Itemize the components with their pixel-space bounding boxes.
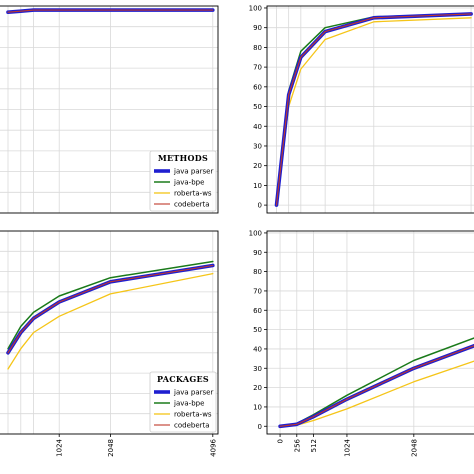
x-tick-label: 512 [310, 439, 318, 452]
x-tick-label: 0 [277, 439, 285, 443]
legend-label-codeberta: codeberta [174, 201, 210, 209]
series-line-codeberta [279, 345, 474, 427]
legend-label-java-bpe: java-bpe [173, 400, 204, 408]
y-tick-label: 90 [253, 24, 262, 32]
y-tick-label: 70 [253, 64, 262, 72]
x-tick-label: 1024 [56, 438, 64, 456]
series-lines [278, 337, 474, 429]
y-tick-label: 0 [258, 202, 262, 210]
series-lines [274, 12, 473, 207]
series-line-codeberta [275, 13, 472, 206]
y-tick-label: 50 [253, 326, 262, 334]
x-tick-label: 256 [293, 438, 301, 452]
series-line-java-bpe [279, 337, 474, 428]
series-line-java-bpe [7, 260, 214, 350]
x-tick-label: 1024 [343, 438, 351, 456]
legend-box [149, 371, 217, 433]
legend-box [149, 150, 217, 212]
y-tick-label: 10 [253, 182, 262, 190]
y-tick-label: 100 [249, 229, 262, 237]
y-tick-label: 50 [253, 103, 262, 111]
legend-label-java-parser: java parser [173, 389, 213, 397]
gridlines [0, 6, 218, 213]
panel-top-left: METHODS java parser java-bpe roberta-ws code… [0, 5, 219, 214]
axes-frame [266, 5, 474, 214]
y-tick-label: 30 [253, 142, 262, 150]
y-tick-label: 30 [253, 365, 262, 373]
axes-frame [0, 5, 219, 214]
legend-label-roberta-ws: roberta-ws [174, 190, 212, 198]
x-tick-label: 4096 [209, 438, 217, 456]
panel-bottom-right: 0 10 20 30 40 50 60 70 80 90 100 0 256 512 1024 2048 [249, 229, 474, 457]
gridlines [267, 6, 474, 213]
legend: METHODS java parser java-bpe roberta-ws code… [149, 150, 217, 212]
y-tick-label: 10 [253, 403, 262, 411]
legend-label-java-bpe: java-bpe [173, 179, 204, 187]
gridlines [267, 231, 474, 434]
y-tick-label: 0 [258, 423, 262, 431]
y-tick-label: 60 [253, 83, 262, 91]
series-lines [6, 260, 215, 370]
series-line-codeberta [7, 264, 214, 354]
series-line-roberta-ws [7, 272, 214, 370]
y-tick-label: 70 [253, 287, 262, 295]
y-tick-label: 100 [249, 4, 262, 12]
axes-frame [266, 230, 474, 435]
legend: PACKAGES java parser java-bpe roberta-ws cod… [149, 371, 217, 433]
panel-bottom-left: 1024 2048 4096 PACKAGES java parser java-bpe r… [0, 230, 219, 457]
series-lines [6, 8, 215, 14]
legend-label-java-parser: java parser [173, 168, 213, 176]
y-tick-label: 60 [253, 307, 262, 315]
x-tick-label: 2048 [107, 439, 115, 457]
y-tick-label: 90 [253, 249, 262, 257]
y-tick-label: 20 [253, 384, 262, 392]
legend-label-roberta-ws: roberta-ws [174, 411, 212, 419]
legend-label-codeberta: codeberta [174, 422, 210, 430]
legend-title: METHODS [158, 153, 208, 163]
axes-frame [0, 230, 219, 435]
y-tick-label: 80 [253, 44, 262, 52]
series-line-codeberta [7, 9, 214, 13]
panel-top-right: 0 10 20 30 40 50 60 70 80 90 100 [249, 4, 474, 214]
y-tick-label: 80 [253, 268, 262, 276]
y-tick-label: 40 [253, 345, 262, 353]
x-tick-label: 2048 [410, 439, 418, 457]
y-tick-label: 40 [253, 123, 262, 131]
y-tick-label: 20 [253, 162, 262, 170]
legend-title: PACKAGES [157, 374, 209, 384]
